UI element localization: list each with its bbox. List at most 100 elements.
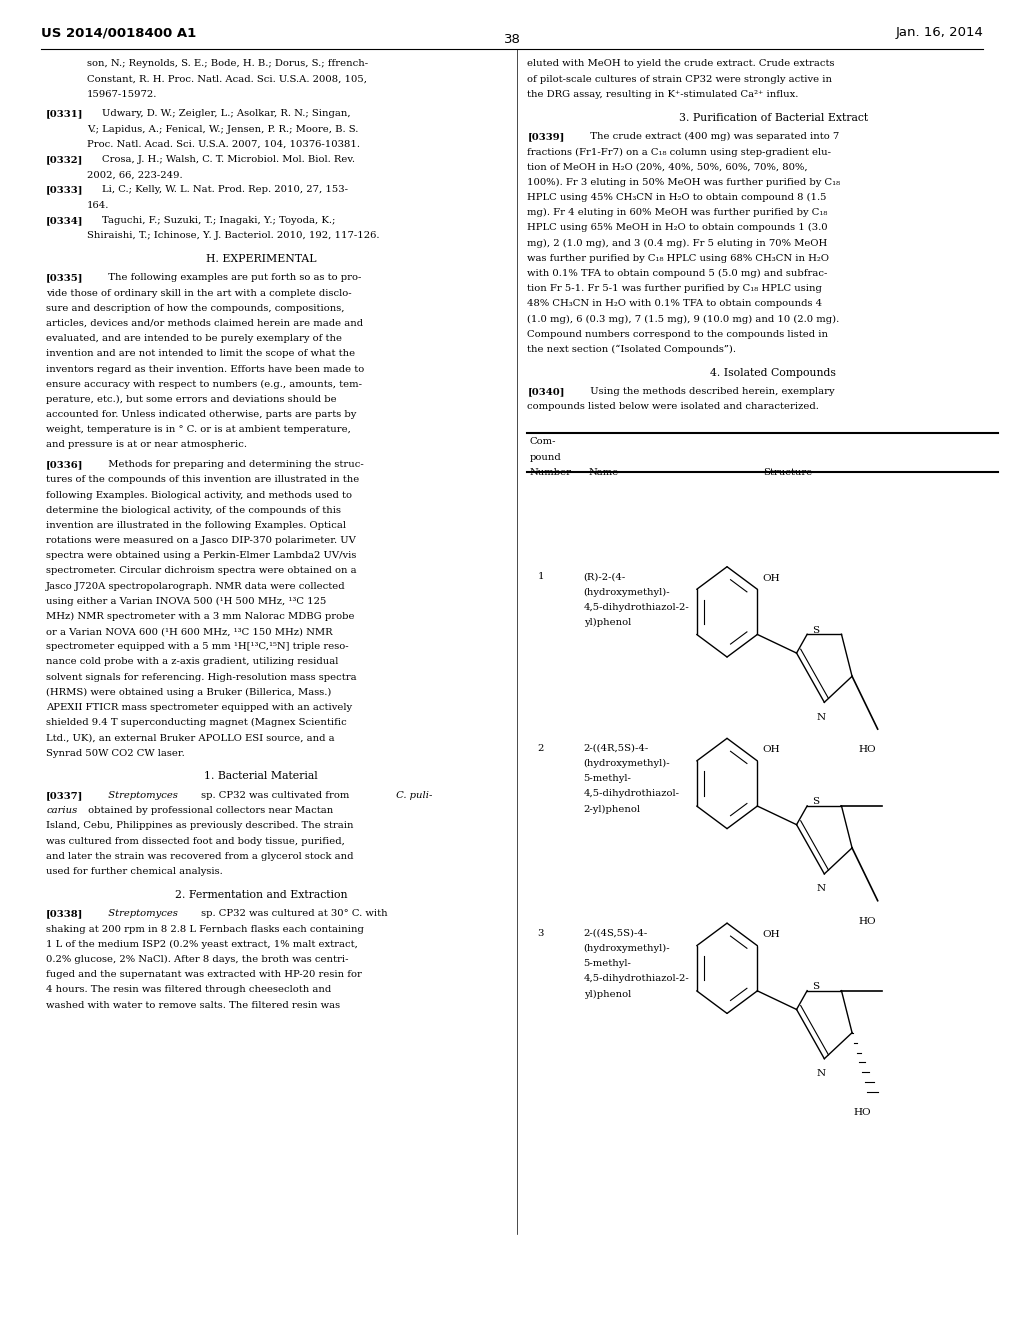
Text: Jan. 16, 2014: Jan. 16, 2014 — [895, 26, 983, 40]
Text: of pilot-scale cultures of strain CP32 were strongly active in: of pilot-scale cultures of strain CP32 w… — [527, 74, 833, 83]
Text: Methods for preparing and determining the struc-: Methods for preparing and determining th… — [102, 461, 365, 469]
Text: H. EXPERIMENTAL: H. EXPERIMENTAL — [206, 253, 316, 264]
Text: APEXII FTICR mass spectrometer equipped with an actively: APEXII FTICR mass spectrometer equipped … — [46, 704, 352, 711]
Text: OH: OH — [763, 931, 780, 939]
Text: [0331]: [0331] — [46, 110, 84, 119]
Text: HO: HO — [858, 916, 877, 925]
Text: shielded 9.4 T superconducting magnet (Magnex Scientific: shielded 9.4 T superconducting magnet (M… — [46, 718, 347, 727]
Text: mg), 2 (1.0 mg), and 3 (0.4 mg). Fr 5 eluting in 70% MeOH: mg), 2 (1.0 mg), and 3 (0.4 mg). Fr 5 el… — [527, 239, 827, 248]
Text: 0.2% glucose, 2% NaCl). After 8 days, the broth was centri-: 0.2% glucose, 2% NaCl). After 8 days, th… — [46, 954, 348, 964]
Text: using either a Varian INOVA 500 (¹H 500 MHz, ¹³C 125: using either a Varian INOVA 500 (¹H 500 … — [46, 597, 327, 606]
Text: Streptomyces: Streptomyces — [102, 909, 178, 919]
Text: Crosa, J. H.; Walsh, C. T. Microbiol. Mol. Biol. Rev.: Crosa, J. H.; Walsh, C. T. Microbiol. Mo… — [102, 154, 355, 164]
Text: 2002, 66, 223-249.: 2002, 66, 223-249. — [87, 170, 182, 180]
Text: invention are illustrated in the following Examples. Optical: invention are illustrated in the followi… — [46, 521, 346, 529]
Text: 3. Purification of Bacterial Extract: 3. Purification of Bacterial Extract — [679, 112, 867, 123]
Text: (hydroxymethyl)-: (hydroxymethyl)- — [584, 759, 671, 768]
Text: [0335]: [0335] — [46, 273, 84, 282]
Text: [0338]: [0338] — [46, 909, 83, 919]
Text: invention and are not intended to limit the scope of what the: invention and are not intended to limit … — [46, 350, 355, 358]
Text: Name: Name — [589, 467, 620, 477]
Text: 48% CH₃CN in H₂O with 0.1% TFA to obtain compounds 4: 48% CH₃CN in H₂O with 0.1% TFA to obtain… — [527, 300, 822, 309]
Text: N: N — [817, 713, 825, 722]
Text: (1.0 mg), 6 (0.3 mg), 7 (1.5 mg), 9 (10.0 mg) and 10 (2.0 mg).: (1.0 mg), 6 (0.3 mg), 7 (1.5 mg), 9 (10.… — [527, 314, 840, 323]
Text: tion of MeOH in H₂O (20%, 40%, 50%, 60%, 70%, 80%,: tion of MeOH in H₂O (20%, 40%, 50%, 60%,… — [527, 162, 808, 172]
Text: tion Fr 5-1. Fr 5-1 was further purified by C₁₈ HPLC using: tion Fr 5-1. Fr 5-1 was further purified… — [527, 284, 822, 293]
Text: 4,5-dihydrothiazol-: 4,5-dihydrothiazol- — [584, 789, 680, 799]
Text: spectrometer equipped with a 5 mm ¹H[¹³C,¹⁵N] triple reso-: spectrometer equipped with a 5 mm ¹H[¹³C… — [46, 643, 349, 651]
Text: and pressure is at or near atmospheric.: and pressure is at or near atmospheric. — [46, 441, 247, 449]
Text: spectra were obtained using a Perkin-Elmer Lambda2 UV/vis: spectra were obtained using a Perkin-Elm… — [46, 552, 356, 560]
Text: tures of the compounds of this invention are illustrated in the: tures of the compounds of this invention… — [46, 475, 359, 484]
Text: US 2014/0018400 A1: US 2014/0018400 A1 — [41, 26, 197, 40]
Text: 5-methyl-: 5-methyl- — [584, 960, 632, 968]
Text: S: S — [812, 626, 819, 635]
Text: the next section (“Isolated Compounds”).: the next section (“Isolated Compounds”). — [527, 345, 736, 354]
Text: nance cold probe with a z-axis gradient, utilizing residual: nance cold probe with a z-axis gradient,… — [46, 657, 339, 667]
Text: Streptomyces: Streptomyces — [102, 791, 178, 800]
Text: (hydroxymethyl)-: (hydroxymethyl)- — [584, 944, 671, 953]
Text: and later the strain was recovered from a glycerol stock and: and later the strain was recovered from … — [46, 851, 353, 861]
Text: perature, etc.), but some errors and deviations should be: perature, etc.), but some errors and dev… — [46, 395, 337, 404]
Text: 1: 1 — [538, 573, 544, 581]
Text: obtained by professional collectors near Mactan: obtained by professional collectors near… — [85, 807, 333, 816]
Text: weight, temperature is in ° C. or is at ambient temperature,: weight, temperature is in ° C. or is at … — [46, 425, 351, 434]
Text: Constant, R. H. Proc. Natl. Acad. Sci. U.S.A. 2008, 105,: Constant, R. H. Proc. Natl. Acad. Sci. U… — [87, 74, 367, 83]
Text: HPLC using 45% CH₃CN in H₂O to obtain compound 8 (1.5: HPLC using 45% CH₃CN in H₂O to obtain co… — [527, 193, 826, 202]
Text: Number: Number — [529, 467, 571, 477]
Text: [0337]: [0337] — [46, 791, 83, 800]
Text: S: S — [812, 982, 819, 991]
Text: determine the biological activity, of the compounds of this: determine the biological activity, of th… — [46, 506, 341, 515]
Text: fractions (Fr1-Fr7) on a C₁₈ column using step-gradient elu-: fractions (Fr1-Fr7) on a C₁₈ column usin… — [527, 148, 831, 157]
Text: sure and description of how the compounds, compositions,: sure and description of how the compound… — [46, 304, 345, 313]
Text: Compound numbers correspond to the compounds listed in: Compound numbers correspond to the compo… — [527, 330, 828, 339]
Text: OH: OH — [763, 746, 780, 754]
Text: Structure: Structure — [763, 467, 812, 477]
Text: son, N.; Reynolds, S. E.; Bode, H. B.; Dorus, S.; ffrench-: son, N.; Reynolds, S. E.; Bode, H. B.; D… — [87, 59, 369, 69]
Text: [0339]: [0339] — [527, 132, 564, 141]
Text: Taguchi, F.; Suzuki, T.; Inagaki, Y.; Toyoda, K.;: Taguchi, F.; Suzuki, T.; Inagaki, Y.; To… — [102, 215, 336, 224]
Text: sp. CP32 was cultured at 30° C. with: sp. CP32 was cultured at 30° C. with — [198, 909, 387, 919]
Text: N: N — [817, 884, 825, 894]
Text: mg). Fr 4 eluting in 60% MeOH was further purified by C₁₈: mg). Fr 4 eluting in 60% MeOH was furthe… — [527, 209, 827, 218]
Text: following Examples. Biological activity, and methods used to: following Examples. Biological activity,… — [46, 491, 352, 499]
Text: washed with water to remove salts. The filtered resin was: washed with water to remove salts. The f… — [46, 1001, 340, 1010]
Text: 1 L of the medium ISP2 (0.2% yeast extract, 1% malt extract,: 1 L of the medium ISP2 (0.2% yeast extra… — [46, 940, 358, 949]
Text: the DRG assay, resulting in K⁺-stimulated Ca²⁺ influx.: the DRG assay, resulting in K⁺-stimulate… — [527, 90, 799, 99]
Text: Com-: Com- — [529, 437, 556, 446]
Text: ensure accuracy with respect to numbers (e.g., amounts, tem-: ensure accuracy with respect to numbers … — [46, 380, 362, 389]
Text: 4 hours. The resin was filtered through cheesecloth and: 4 hours. The resin was filtered through … — [46, 985, 332, 994]
Text: solvent signals for referencing. High-resolution mass spectra: solvent signals for referencing. High-re… — [46, 673, 356, 681]
Text: (hydroxymethyl)-: (hydroxymethyl)- — [584, 587, 671, 597]
Text: yl)phenol: yl)phenol — [584, 618, 631, 627]
Text: used for further chemical analysis.: used for further chemical analysis. — [46, 867, 223, 876]
Text: 2-((4S,5S)-4-: 2-((4S,5S)-4- — [584, 929, 648, 937]
Text: vide those of ordinary skill in the art with a complete disclo-: vide those of ordinary skill in the art … — [46, 289, 351, 297]
Text: The crude extract (400 mg) was separated into 7: The crude extract (400 mg) was separated… — [584, 132, 839, 141]
Text: Proc. Natl. Acad. Sci. U.S.A. 2007, 104, 10376-10381.: Proc. Natl. Acad. Sci. U.S.A. 2007, 104,… — [87, 140, 360, 149]
Text: yl)phenol: yl)phenol — [584, 990, 631, 998]
Text: OH: OH — [763, 574, 780, 582]
Text: HPLC using 65% MeOH in H₂O to obtain compounds 1 (3.0: HPLC using 65% MeOH in H₂O to obtain com… — [527, 223, 828, 232]
Text: HO: HO — [858, 744, 877, 754]
Text: accounted for. Unless indicated otherwise, parts are parts by: accounted for. Unless indicated otherwis… — [46, 411, 356, 418]
Text: Li, C.; Kelly, W. L. Nat. Prod. Rep. 2010, 27, 153-: Li, C.; Kelly, W. L. Nat. Prod. Rep. 201… — [102, 185, 348, 194]
Text: compounds listed below were isolated and characterized.: compounds listed below were isolated and… — [527, 403, 819, 412]
Text: 2-((4R,5S)-4-: 2-((4R,5S)-4- — [584, 744, 649, 752]
Text: Using the methods described herein, exemplary: Using the methods described herein, exem… — [584, 387, 835, 396]
Text: sp. CP32 was cultivated from: sp. CP32 was cultivated from — [198, 791, 349, 800]
Text: 2-yl)phenol: 2-yl)phenol — [584, 805, 641, 813]
Text: 4. Isolated Compounds: 4. Isolated Compounds — [711, 367, 836, 378]
Text: 2: 2 — [538, 744, 544, 752]
Text: 3: 3 — [538, 929, 544, 937]
Text: The following examples are put forth so as to pro-: The following examples are put forth so … — [102, 273, 361, 282]
Text: Synrad 50W CO2 CW laser.: Synrad 50W CO2 CW laser. — [46, 748, 184, 758]
Text: (R)-2-(4-: (R)-2-(4- — [584, 573, 626, 581]
Text: 2. Fermentation and Extraction: 2. Fermentation and Extraction — [175, 890, 347, 900]
Text: 164.: 164. — [87, 201, 110, 210]
Text: C. puli-: C. puli- — [393, 791, 432, 800]
Text: MHz) NMR spectrometer with a 3 mm Nalorac MDBG probe: MHz) NMR spectrometer with a 3 mm Nalora… — [46, 612, 354, 622]
Text: 15967-15972.: 15967-15972. — [87, 90, 158, 99]
Text: [0332]: [0332] — [46, 154, 83, 164]
Text: 4,5-dihydrothiazol-2-: 4,5-dihydrothiazol-2- — [584, 603, 689, 611]
